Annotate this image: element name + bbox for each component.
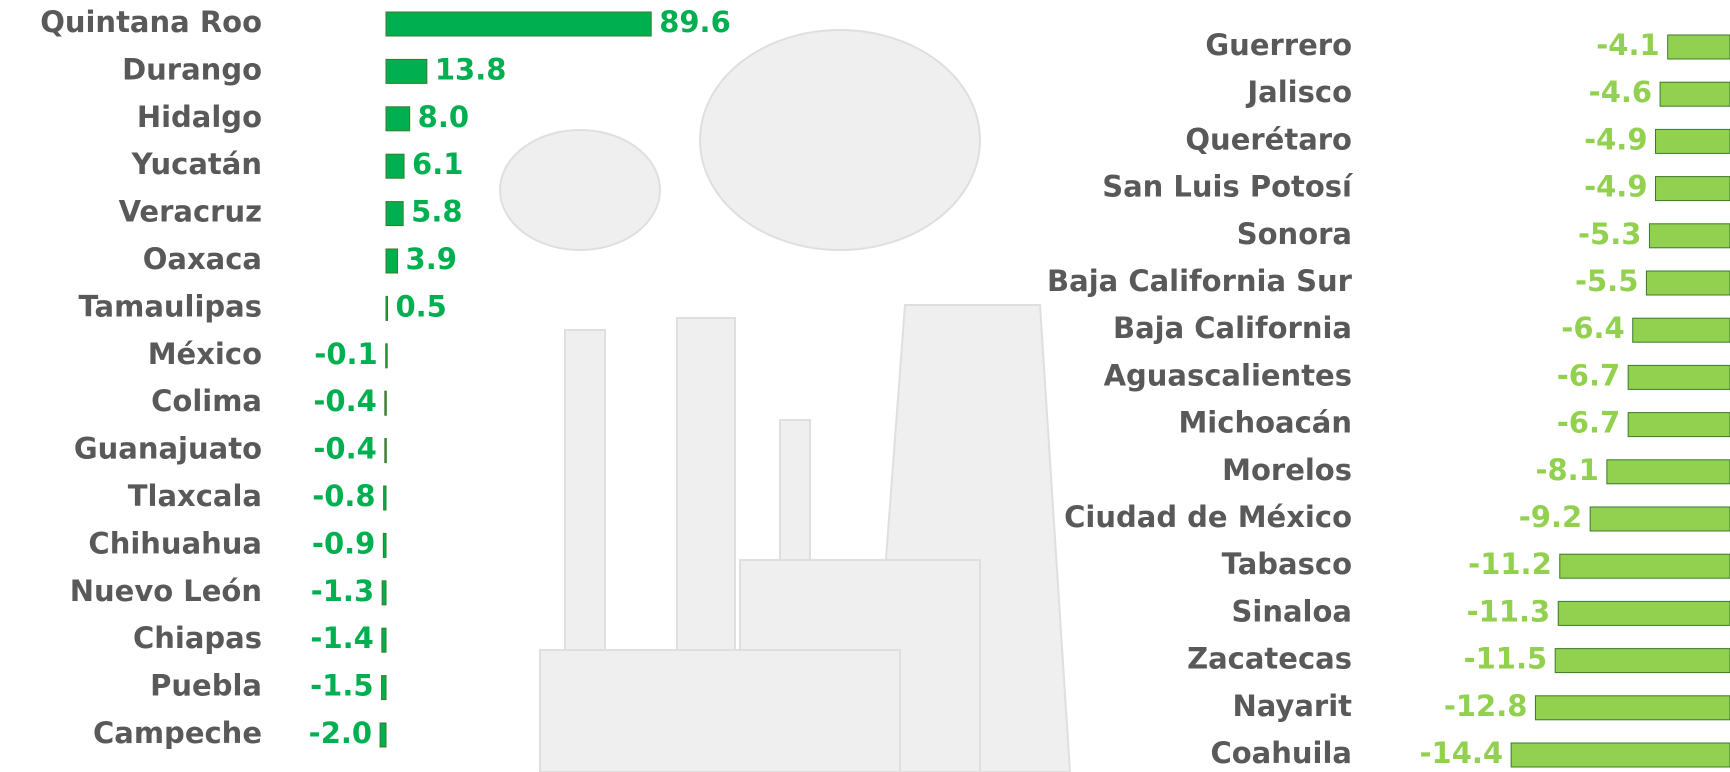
bar [1627,412,1730,438]
bar [1559,553,1730,579]
value-label: 13.8 [435,52,507,86]
bar [385,106,411,132]
category-label: Aguascalientes [1104,358,1352,392]
bar [385,295,388,321]
background-illustration [499,29,1072,772]
value-label: -0.4 [313,384,376,418]
category-label: Puebla [150,669,262,703]
bar [384,438,387,464]
category-label: Sinaloa [1232,594,1352,628]
value-label: -0.8 [312,479,375,513]
bar [385,153,405,179]
bar [384,390,387,416]
category-label: Ciudad de México [1064,500,1352,534]
bar [1606,459,1730,485]
value-label: -9.2 [1519,500,1582,534]
category-label: Coahuila [1210,736,1352,770]
category-label: Quintana Roo [40,5,262,39]
bar [1589,506,1730,532]
value-label: -0.1 [314,337,377,371]
category-label: Michoacán [1178,406,1352,440]
value-label: -1.3 [311,574,374,608]
bar [1655,176,1730,202]
value-label: -6.4 [1561,311,1624,345]
bar [385,343,388,369]
category-label: Chihuahua [88,526,262,560]
bar [382,532,387,558]
bar [381,675,387,701]
value-label: -11.3 [1467,594,1551,628]
bar [1655,128,1730,154]
value-label: -0.9 [312,526,375,560]
bar [385,248,399,274]
bar [1534,695,1730,721]
category-label: Tlaxcala [128,479,262,513]
category-label: Zacatecas [1187,642,1352,676]
value-label: 5.8 [411,195,462,229]
value-label: -5.3 [1578,217,1641,251]
category-label: Tabasco [1222,547,1352,581]
value-label: -6.7 [1557,358,1620,392]
bar [1627,364,1730,390]
bar [1667,34,1730,60]
category-label: San Luis Potosí [1102,170,1354,204]
bar [385,201,404,227]
category-label: Tamaulipas [78,289,262,323]
value-label: -4.9 [1584,122,1647,156]
value-label: 0.5 [395,289,446,323]
category-label: Guerrero [1205,28,1352,62]
value-label: -8.1 [1535,453,1598,487]
category-label: Oaxaca [143,242,262,276]
category-label: Veracruz [119,195,262,229]
category-label: Yucatán [131,147,262,181]
category-label: Querétaro [1185,122,1352,156]
category-label: Morelos [1222,453,1352,487]
category-label: Campeche [93,716,262,750]
bar [1659,81,1730,107]
value-label: -12.8 [1444,689,1528,723]
value-label: -2.0 [309,716,372,750]
category-label: Sonora [1237,217,1352,251]
value-label: -1.4 [310,621,373,655]
bar [379,722,387,748]
value-label: 89.6 [659,5,731,39]
value-label: -4.6 [1589,75,1652,109]
category-label: Hidalgo [137,100,262,134]
value-label: -0.4 [313,432,376,466]
bar [383,485,387,511]
value-label: 8.0 [418,100,469,134]
bar [385,11,652,37]
bar [1648,223,1730,249]
value-label: -11.2 [1468,547,1552,581]
bar [1554,648,1730,674]
value-label: 6.1 [412,147,463,181]
value-label: -11.5 [1464,642,1548,676]
value-label: -14.4 [1420,736,1504,770]
category-label: Guanajuato [74,432,262,466]
category-label: Jalisco [1245,75,1352,109]
category-label: Chiapas [133,621,262,655]
category-label: Durango [122,52,262,86]
value-label: 3.9 [406,242,457,276]
bar [385,58,428,84]
bar [1645,270,1730,296]
value-label: -6.7 [1557,406,1620,440]
category-label: Nuevo León [70,574,262,608]
bar [1557,600,1730,626]
value-label: -4.1 [1596,28,1659,62]
category-label: Nayarit [1232,689,1352,723]
value-label: -1.5 [310,669,373,703]
value-label: -4.9 [1584,170,1647,204]
category-label: Colima [151,384,262,418]
bar [1632,317,1730,343]
category-label: Baja California [1113,311,1352,345]
category-label: México [148,337,262,371]
value-label: -5.5 [1575,264,1638,298]
bar [381,580,387,606]
bar [381,627,387,653]
category-label: Baja California Sur [1047,264,1353,298]
bar [1510,742,1730,768]
